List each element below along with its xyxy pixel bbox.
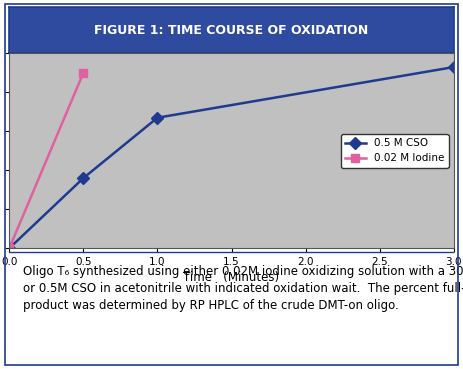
- X-axis label: Time   (Minutes): Time (Minutes): [183, 272, 280, 284]
- Text: FIGURE 1: TIME COURSE OF OXIDATION: FIGURE 1: TIME COURSE OF OXIDATION: [94, 24, 369, 37]
- Legend: 0.5 M CSO, 0.02 M Iodine: 0.5 M CSO, 0.02 M Iodine: [341, 134, 449, 168]
- 0.5 M CSO: [451, 65, 457, 69]
- Line: 0.5 M CSO: 0.5 M CSO: [5, 63, 458, 252]
- 0.5 M CSO: [155, 115, 160, 120]
- Text: Oligo T₆ synthesized using either 0.02M iodine oxidizing solution with a 30 sec.: Oligo T₆ synthesized using either 0.02M …: [23, 265, 463, 312]
- 0.5 M CSO: [6, 246, 12, 251]
- 0.5 M CSO: [81, 176, 86, 180]
